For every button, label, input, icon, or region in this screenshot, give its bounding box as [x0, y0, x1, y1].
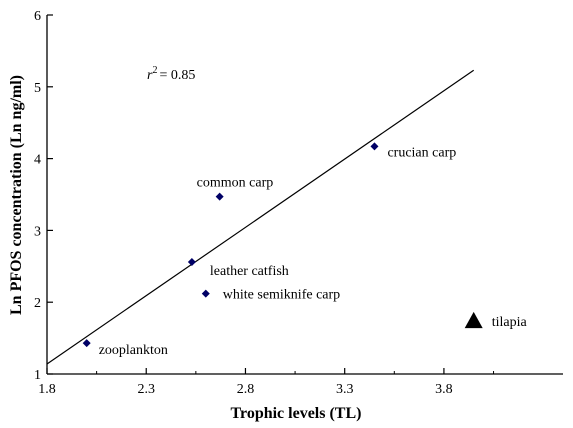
- r-value: = 0.85: [159, 68, 195, 83]
- label-leather-catfish: leather catfish: [210, 264, 289, 279]
- r-symbol: r: [147, 68, 153, 83]
- y-tick-label: 3: [34, 224, 41, 239]
- label-common-carp: common carp: [197, 176, 274, 191]
- label-zooplankton: zooplankton: [99, 343, 168, 358]
- x-tick-label: 2.3: [137, 382, 155, 397]
- label-white-semiknife-carp: white semiknife carp: [223, 288, 340, 303]
- label-crucian-carp: crucian carp: [387, 145, 456, 160]
- r-squared-annotation: r2 = 0.85: [147, 65, 195, 83]
- point-common-carp: [215, 192, 224, 201]
- label-tilapia: tilapia: [492, 315, 528, 330]
- x-tick-label: 2.8: [237, 382, 255, 397]
- x-tick-label: 1.8: [38, 382, 56, 397]
- y-axis-title: Ln PFOS concentration (Ln ng/ml): [8, 75, 25, 315]
- point-crucian-carp: [370, 142, 379, 151]
- y-tick-label: 2: [34, 296, 41, 311]
- axes: [46, 15, 563, 375]
- point-leather-catfish: [187, 257, 196, 266]
- y-tick-label: 6: [34, 9, 41, 24]
- r-superscript: 2: [152, 65, 157, 76]
- x-tick-label: 3.3: [336, 382, 354, 397]
- regression-line: [46, 69, 475, 365]
- y-tick-label: 5: [34, 81, 41, 96]
- y-tick-label: 4: [34, 153, 41, 168]
- point-tilapia: [464, 311, 483, 329]
- x-tick-label: 3.8: [435, 382, 453, 397]
- point-white-semiknife-carp: [201, 289, 210, 298]
- point-zooplankton: [82, 339, 91, 348]
- tick-labels: 1 2 3 4 5 6 1.8 2.3 2.8 3.3 3.8: [34, 9, 453, 397]
- tick-marks: [46, 14, 495, 375]
- point-labels: zooplankton leather catfish white semiknif…: [99, 145, 528, 358]
- y-tick-label: 1: [34, 368, 41, 383]
- data-points: [82, 142, 483, 348]
- x-axis-title: Trophic levels (TL): [231, 405, 362, 422]
